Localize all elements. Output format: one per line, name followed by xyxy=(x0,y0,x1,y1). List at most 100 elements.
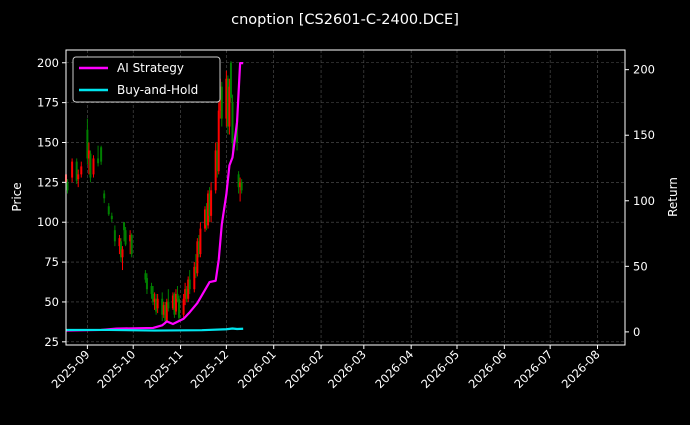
candle-body xyxy=(194,266,197,274)
candle-body xyxy=(156,298,159,309)
candle-body xyxy=(173,293,176,315)
candle-body xyxy=(228,86,231,127)
x-tick-label: 2026-07 xyxy=(511,347,555,391)
candle-body xyxy=(226,78,229,127)
candle-body xyxy=(174,293,177,312)
candle-body xyxy=(187,279,190,299)
candle-body xyxy=(185,289,188,299)
candle-body xyxy=(182,298,185,315)
candle-body xyxy=(124,230,127,245)
candle-body xyxy=(217,110,220,172)
candle-body xyxy=(205,209,208,226)
y2-tick-label: 200 xyxy=(633,63,655,77)
candle-body xyxy=(103,193,106,199)
y2-tick-label: 50 xyxy=(633,259,648,273)
candle-body xyxy=(75,161,78,181)
y-tick-label: 175 xyxy=(37,96,59,110)
candle-body xyxy=(178,298,181,318)
candle-body xyxy=(150,286,153,294)
x-tick-label: 2026-02 xyxy=(282,347,326,391)
candle-body xyxy=(110,215,113,220)
y2-tick-label: 150 xyxy=(633,128,655,142)
candle-body xyxy=(162,305,165,315)
candle-body xyxy=(165,301,168,322)
candle-body xyxy=(80,166,83,175)
plot-frame xyxy=(65,49,626,346)
y2-tick-label: 100 xyxy=(633,194,655,208)
candle-body xyxy=(214,150,217,191)
candle-body xyxy=(164,305,167,322)
candle-body xyxy=(208,193,211,216)
candle-body xyxy=(225,78,228,119)
y-tick-label: 50 xyxy=(44,295,59,309)
line-ai-strategy xyxy=(65,62,244,332)
candle-body xyxy=(176,293,179,299)
x-tick-label: 2025-10 xyxy=(94,347,138,391)
candle-body xyxy=(239,182,242,188)
x-tick-label: 2026-08 xyxy=(559,347,603,391)
legend: AI Strategy Buy-and-Hold xyxy=(72,56,221,103)
y-tick-label: 75 xyxy=(44,255,59,269)
candle-body xyxy=(92,158,95,175)
candle-body xyxy=(193,266,196,290)
y-tick-label: 150 xyxy=(37,135,59,149)
candle-body xyxy=(87,150,90,159)
line-buy-and-hold xyxy=(66,327,244,332)
x-tick-label: 2026-03 xyxy=(325,347,369,391)
candle-body xyxy=(107,206,110,215)
candle-body xyxy=(220,86,223,119)
candle-body xyxy=(119,241,122,258)
candle-body xyxy=(97,158,100,164)
candle-body xyxy=(100,147,103,162)
candle-body xyxy=(210,190,213,216)
y2-axis-label: Return xyxy=(666,177,680,217)
candle-body xyxy=(144,273,147,280)
candle-body xyxy=(231,102,234,143)
candle-body xyxy=(240,182,243,191)
candle-body xyxy=(152,293,155,302)
candle-body xyxy=(123,222,126,231)
candle-body xyxy=(77,174,80,180)
y-tick-label: 125 xyxy=(37,175,59,189)
candle-body xyxy=(196,241,199,274)
candle-body xyxy=(86,129,89,159)
x-tick-label: 2026-06 xyxy=(466,347,510,391)
candle-body xyxy=(153,298,156,302)
y-tick-label: 100 xyxy=(37,215,59,229)
x-tick-label: 2026-04 xyxy=(372,347,416,391)
legend-label-buy-and-hold: Buy-and-Hold xyxy=(117,83,198,97)
candle-body xyxy=(130,234,133,255)
candle-body xyxy=(161,298,164,315)
x-tick-label: 2025-12 xyxy=(188,347,232,391)
candle-body xyxy=(199,228,202,255)
legend-label-ai-strategy: AI Strategy xyxy=(117,61,184,75)
candle-body xyxy=(167,301,170,309)
x-tick-label: 2025-09 xyxy=(49,347,93,391)
candle-body xyxy=(113,230,116,242)
y-axis-label: Price xyxy=(10,182,24,211)
y-tick-label: 200 xyxy=(37,56,59,70)
candle-body xyxy=(229,62,232,98)
candle-body xyxy=(237,174,240,188)
candle-body xyxy=(121,249,124,258)
candle-body xyxy=(216,150,219,172)
candle-body xyxy=(197,241,200,255)
candle-body xyxy=(207,193,210,226)
chart-title: cnoption [CS2601-C-2400.DCE] xyxy=(231,12,459,28)
candle-body xyxy=(118,238,121,247)
y-tick-label: 25 xyxy=(44,335,59,349)
candle-body xyxy=(145,278,148,290)
x-tick-label: 2026-05 xyxy=(418,347,462,391)
x-tick-label: 2026-01 xyxy=(235,347,279,391)
y2-tick-label: 0 xyxy=(633,325,640,339)
candle-body xyxy=(89,153,92,178)
x-tick-label: 2025-11 xyxy=(142,347,186,391)
candle-body xyxy=(171,295,174,309)
candle-body xyxy=(71,161,74,178)
candle-body xyxy=(66,182,69,191)
candle-body xyxy=(188,279,191,290)
candle-body xyxy=(184,289,187,299)
candle-body xyxy=(129,234,132,242)
candle-body xyxy=(203,209,206,229)
